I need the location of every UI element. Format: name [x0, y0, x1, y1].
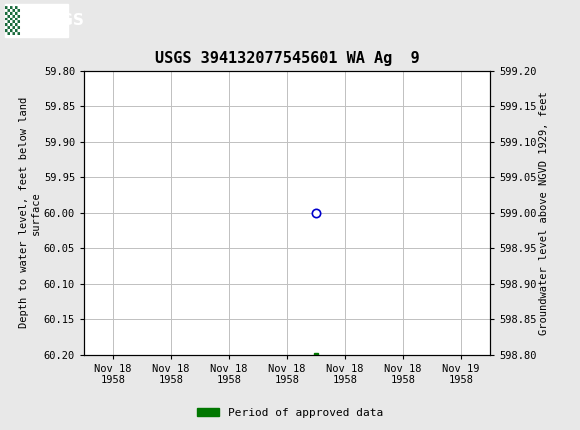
- Text: USGS: USGS: [38, 13, 85, 28]
- Text: ▒: ▒: [5, 6, 20, 35]
- Y-axis label: Groundwater level above NGVD 1929, feet: Groundwater level above NGVD 1929, feet: [539, 91, 549, 335]
- Title: USGS 394132077545601 WA Ag  9: USGS 394132077545601 WA Ag 9: [155, 51, 419, 66]
- Legend: Period of approved data: Period of approved data: [193, 403, 387, 422]
- FancyBboxPatch shape: [5, 4, 68, 37]
- Y-axis label: Depth to water level, feet below land
surface: Depth to water level, feet below land su…: [20, 97, 41, 329]
